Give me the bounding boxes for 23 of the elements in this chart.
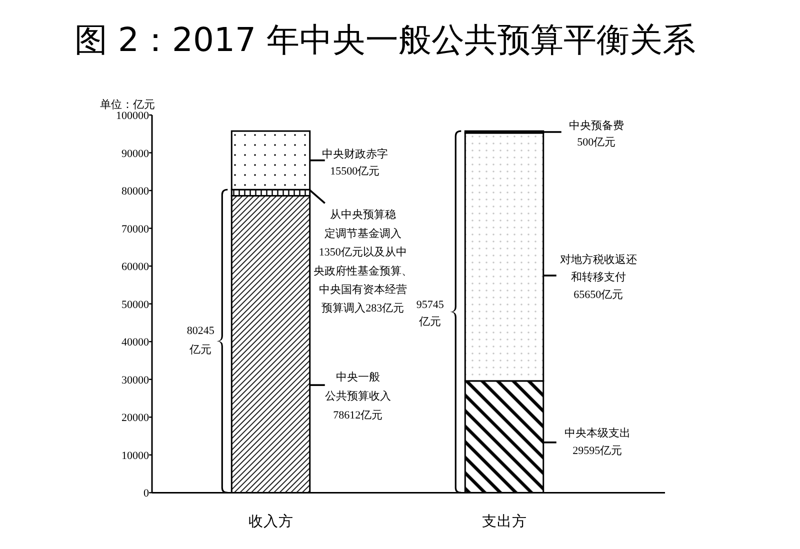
annotation: 中央财政赤字15500亿元: [322, 147, 388, 178]
chart-title: 图 2：2017 年中央一般公共预算平衡关系: [74, 20, 696, 59]
y-tick-label: 70000: [122, 223, 150, 236]
annotation: 中央一般公共预算收入78612亿元: [324, 370, 391, 422]
y-tick-label: 60000: [122, 261, 150, 274]
y-tick-label: 10000: [122, 450, 150, 462]
y-tick-label: 20000: [122, 412, 150, 424]
y-tick-label: 50000: [122, 298, 150, 311]
y-tick-label: 80000: [122, 186, 150, 198]
x-tick-label: 支出方: [482, 513, 527, 530]
y-tick-label: 30000: [122, 374, 150, 386]
annotation: 80245亿元: [186, 325, 215, 356]
y-tick-label: 40000: [122, 336, 150, 349]
annotation: 对地方税收返还和转移支付65650亿元: [560, 252, 637, 302]
y-tick-label: 90000: [122, 148, 150, 160]
annotation: 中央本级支出29595亿元: [564, 426, 630, 457]
y-tick-label: 100000: [116, 110, 150, 122]
y-axis-title: 单位：亿元: [100, 98, 155, 111]
x-tick-label: 收入方: [248, 513, 294, 530]
annotation: 95745亿元: [416, 298, 444, 328]
annotation: 从中央预算稳定调节基金调入1350亿元以及从中央政府性基金预算、中央国有资本经营预算调入283亿元: [313, 208, 412, 315]
annotation: 中央预备费500亿元: [568, 118, 624, 149]
y-tick-label: 0: [144, 488, 150, 500]
